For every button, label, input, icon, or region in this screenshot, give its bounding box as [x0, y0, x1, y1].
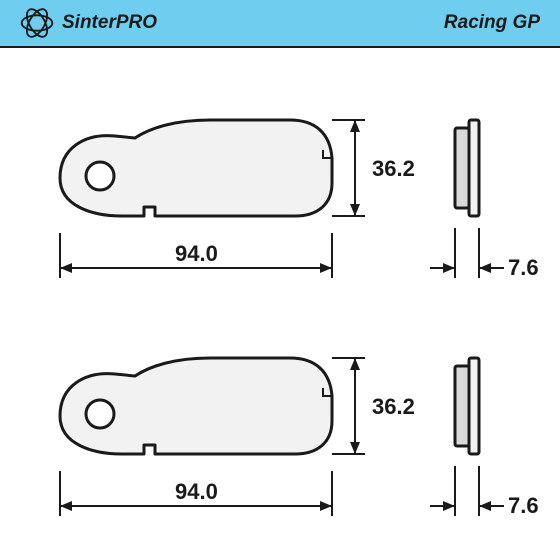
brand-area: SinterPRO [20, 6, 157, 40]
brake-pad-row-2: 36.2 94.0 7.6 [0, 316, 560, 546]
brake-pad-front-view-2 [60, 358, 332, 454]
dim-height-1: 36.2 [332, 120, 415, 216]
brand-logo-icon [20, 6, 54, 40]
brake-pad-side-view-1 [455, 120, 479, 216]
dim-width-label-1: 94.0 [175, 241, 218, 266]
brake-pad-side-view-2 [455, 358, 479, 454]
dim-width-1: 94.0 [60, 233, 332, 278]
diagram-area: 36.2 94.0 [0, 48, 560, 560]
dim-thickness-1: 7.6 [430, 228, 539, 280]
dim-height-label-2: 36.2 [372, 394, 415, 419]
dim-height-2: 36.2 [332, 358, 415, 454]
product-line: Racing GP [444, 12, 540, 34]
brake-pad-front-view [60, 120, 332, 216]
brand-name: SinterPRO [62, 12, 157, 34]
dim-height-label-1: 36.2 [372, 156, 415, 181]
dim-width-label-2: 94.0 [175, 479, 218, 504]
header-bar: SinterPRO Racing GP [0, 0, 560, 48]
dim-width-2: 94.0 [60, 471, 332, 516]
dim-thickness-label-2: 7.6 [508, 493, 539, 518]
brake-pad-row-1: 36.2 94.0 [0, 78, 560, 308]
dim-thickness-label-1: 7.6 [508, 255, 539, 280]
dim-thickness-2: 7.6 [430, 466, 539, 518]
